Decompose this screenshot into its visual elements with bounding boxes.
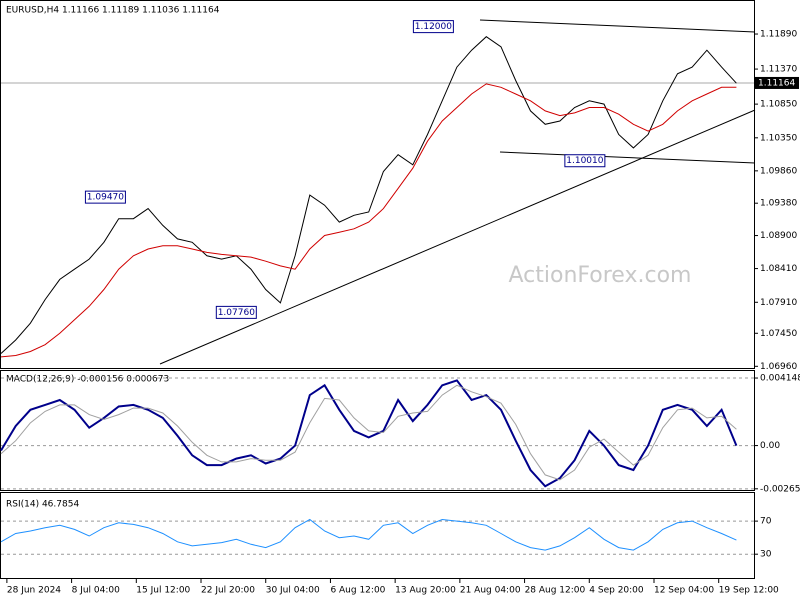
series-line — [0, 83, 737, 358]
x-tick-label: 8 Jul 04:00 — [72, 586, 121, 596]
macd-title: MACD(12,26,9) -0.000156 0.000673 — [6, 375, 169, 385]
y-tick-label: 1.11890 — [760, 30, 797, 40]
annotation-label: 1.10010 — [566, 156, 603, 166]
rsi-title: RSI(14) 46.7854 — [6, 500, 79, 510]
y-tick-label: 1.08900 — [760, 231, 797, 241]
y-tick-label: 1.09860 — [760, 166, 797, 176]
y-tick-label: 70 — [760, 517, 772, 527]
x-tick-label: 12 Sep 04:00 — [654, 586, 714, 596]
watermark: ActionForex.com — [509, 263, 692, 288]
x-tick-label: 30 Jul 04:00 — [266, 586, 320, 596]
y-tick-label: 1.06960 — [760, 362, 797, 372]
last-price-box — [755, 76, 799, 89]
x-tick-label: 22 Jul 20:00 — [201, 586, 255, 596]
x-tick-label: 15 Jul 12:00 — [136, 586, 190, 596]
x-tick-label: 28 Aug 12:00 — [525, 586, 586, 596]
trendline — [499, 151, 756, 164]
x-tick-label: 6 Aug 12:00 — [330, 586, 385, 596]
y-tick-label: 1.08410 — [760, 264, 797, 274]
y-tick-label: -0.002656 — [760, 484, 800, 494]
annotation-label: 1.12000 — [415, 22, 452, 32]
macd-panel-frame — [0, 370, 755, 491]
y-tick-label: 1.11370 — [760, 65, 797, 75]
annotation-box — [412, 20, 454, 34]
y-tick-label: 1.09380 — [760, 199, 797, 209]
y-tick-label: 0.00 — [760, 441, 780, 451]
x-tick-label: 28 Jun 2024 — [7, 586, 61, 596]
annotation-box — [215, 305, 257, 319]
annotation-label: 1.09470 — [87, 193, 124, 203]
price-panel-frame — [0, 0, 755, 369]
y-tick-label: 1.07910 — [760, 298, 797, 308]
series-line — [0, 518, 737, 551]
annotation-box — [84, 190, 126, 204]
annotation-label: 1.07760 — [218, 308, 255, 318]
y-tick-label: 1.10850 — [760, 100, 797, 110]
y-tick-label: 1.10350 — [760, 133, 797, 143]
y-tick-label: 30 — [760, 550, 772, 560]
x-tick-label: 13 Aug 20:00 — [395, 586, 456, 596]
y-tick-label: 1.07450 — [760, 329, 797, 339]
y-tick-label: 0.004148 — [760, 374, 800, 384]
x-tick-label: 4 Sep 20:00 — [589, 586, 644, 596]
x-tick-label: 21 Aug 04:00 — [460, 586, 521, 596]
x-tick-label: 19 Sep 12:00 — [719, 586, 779, 596]
series-line — [0, 384, 737, 481]
annotation-box — [564, 154, 606, 168]
chart-title: EURUSD,H4 1.11166 1.11189 1.11036 1.1116… — [6, 6, 220, 16]
series-line — [0, 379, 738, 488]
trendline — [159, 109, 756, 365]
series-line — [0, 36, 737, 354]
trendline — [479, 19, 756, 33]
rsi-panel-frame — [0, 492, 755, 579]
last-price-label: 1.11164 — [758, 78, 795, 88]
